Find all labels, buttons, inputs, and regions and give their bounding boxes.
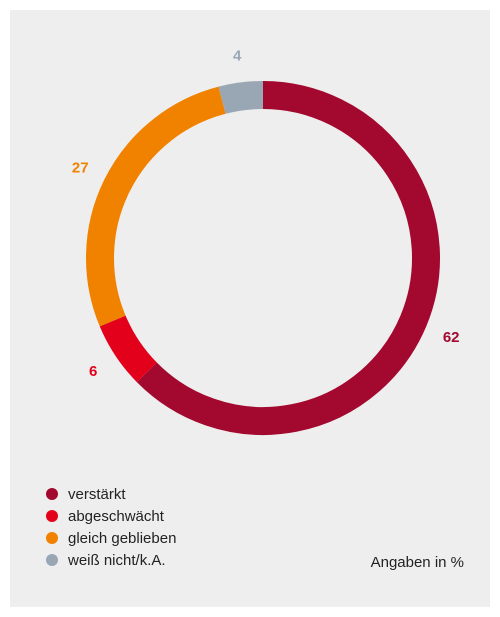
chart-card: 62 6 27 4 verstärkt abgeschwächt gleich geb… <box>10 10 490 607</box>
slice-verstaerkt <box>136 81 440 435</box>
legend-item-abgeschwaecht: abgeschwächt <box>46 505 176 527</box>
slice-gleich-geblieben <box>86 86 226 327</box>
slice-abgeschwaecht <box>99 315 158 383</box>
value-label: 6 <box>89 363 97 380</box>
legend-label: abgeschwächt <box>68 507 164 525</box>
value-label: 4 <box>233 48 242 65</box>
donut-chart: 62 6 27 4 <box>72 48 460 435</box>
value-label: 62 <box>443 329 460 346</box>
value-label: 27 <box>72 159 89 176</box>
legend-label: weiß nicht/k.A. <box>68 551 166 569</box>
legend-swatch <box>46 532 58 544</box>
legend-label: verstärkt <box>68 485 126 503</box>
legend-label: gleich geblieben <box>68 529 177 547</box>
legend-swatch <box>46 510 58 522</box>
chart-legend: verstärkt abgeschwächt gleich geblieben … <box>46 483 176 571</box>
legend-swatch <box>46 488 58 500</box>
legend-item-weiss-nicht: weiß nicht/k.A. <box>46 549 176 571</box>
legend-swatch <box>46 554 58 566</box>
legend-item-gleich-geblieben: gleich geblieben <box>46 527 176 549</box>
slice-weiss-nicht <box>218 81 264 114</box>
legend-item-verstaerkt: verstärkt <box>46 483 176 505</box>
unit-note: Angaben in % <box>370 554 464 571</box>
